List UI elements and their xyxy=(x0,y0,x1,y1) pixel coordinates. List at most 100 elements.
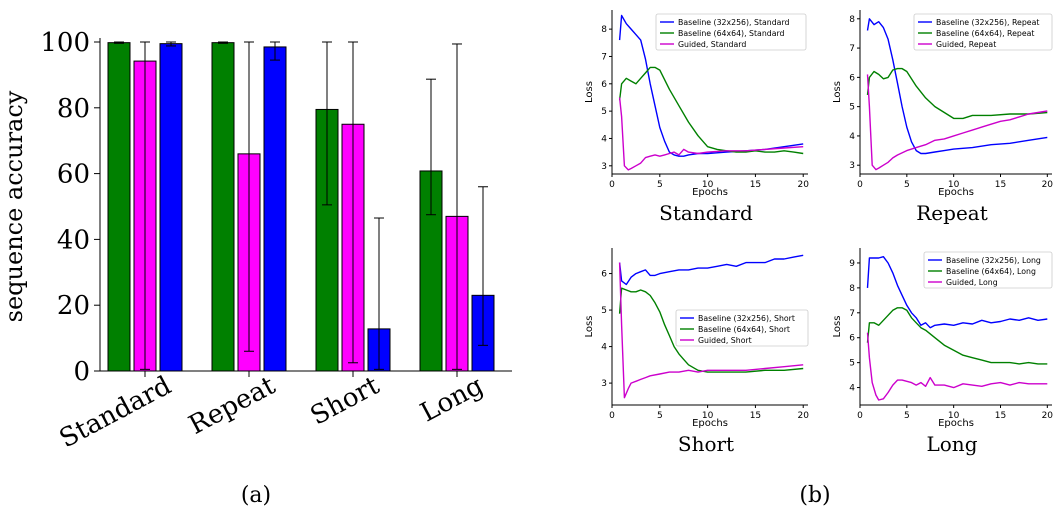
legend-box xyxy=(913,13,1053,51)
x-tick-label: Repeat xyxy=(184,370,281,440)
legend-entry: Guided, Repeat xyxy=(936,40,996,49)
x-tick-label: Short xyxy=(306,370,385,431)
panel-title: Standard xyxy=(659,201,753,225)
line-chart-short: 0 5 10 15 20 3 4 5 6 Epochs Loss Baseline (32x256),… xyxy=(584,248,809,456)
bar xyxy=(107,42,131,372)
x-tick-label: 0 xyxy=(609,411,615,421)
x-tick-label: 20 xyxy=(1042,180,1054,190)
y-tick-label: 4 xyxy=(601,343,607,353)
x-tick-label: 20 xyxy=(797,180,809,190)
legend-box xyxy=(655,13,807,51)
legend-entry: Guided, Standard xyxy=(678,40,746,49)
line-chart-repeat: 0 5 10 15 20 3 4 5 6 7 8 Epochs Loss Baseline (32x256… xyxy=(832,10,1053,225)
legend: Baseline (32x256), Standard Baseline (64x… xyxy=(655,13,807,51)
y-tick-label: 5 xyxy=(849,103,855,113)
x-tick-label: 10 xyxy=(702,180,714,190)
y-tick-label: 8 xyxy=(849,284,855,294)
y-tick-label: 80 xyxy=(57,94,90,124)
series-line xyxy=(866,332,1048,401)
series-line xyxy=(618,262,804,399)
y-tick-label: 4 xyxy=(601,134,607,144)
caption-b: (b) xyxy=(799,483,830,508)
series-line xyxy=(866,307,1048,365)
legend-box xyxy=(675,309,809,347)
y-axis-label: Loss xyxy=(832,316,843,338)
x-axis-label: Epochs xyxy=(692,187,728,198)
y-tick-label: 6 xyxy=(601,270,607,280)
x-axis-label: Epochs xyxy=(692,418,728,429)
x-tick-label: 0 xyxy=(609,180,615,190)
legend-entry: Baseline (64x64), Short xyxy=(698,325,790,334)
y-tick-label: 0 xyxy=(73,357,90,387)
legend: Baseline (32x256), Long Baseline (64x64),… xyxy=(923,251,1053,289)
legend-entry: Baseline (32x256), Repeat xyxy=(936,18,1039,27)
x-tick-label: 5 xyxy=(657,411,663,421)
y-tick-label: 3 xyxy=(601,379,607,389)
y-tick-label: 6 xyxy=(601,80,607,90)
legend: Baseline (32x256), Short Baseline (64x64)… xyxy=(675,309,809,347)
y-tick-label: 7 xyxy=(601,52,607,62)
y-tick-label: 60 xyxy=(57,160,90,190)
x-tick-label: 0 xyxy=(857,180,863,190)
x-tick-label: 5 xyxy=(904,411,910,421)
y-tick-label: 40 xyxy=(57,225,90,255)
y-tick-label: 9 xyxy=(849,259,855,269)
legend-entry: Baseline (64x64), Standard xyxy=(678,29,785,38)
y-tick-label: 8 xyxy=(849,15,855,25)
panel-title: Repeat xyxy=(916,201,988,225)
series-line xyxy=(618,254,804,286)
x-tick-label: 10 xyxy=(948,411,960,421)
x-tick-label: 15 xyxy=(750,411,761,421)
x-tick-label: 0 xyxy=(857,411,863,421)
y-axis-label: Loss xyxy=(832,81,843,103)
series-line xyxy=(866,256,1048,329)
x-tick-label: 10 xyxy=(702,411,714,421)
panel-title: Long xyxy=(926,432,977,456)
legend-entry: Baseline (32x256), Long xyxy=(946,256,1041,265)
y-axis-label: Loss xyxy=(584,316,595,338)
bar xyxy=(263,46,287,372)
y-tick-label: 3 xyxy=(601,162,607,172)
series-line xyxy=(866,18,1048,155)
y-tick-label: 5 xyxy=(601,107,607,117)
legend-entry: Baseline (32x256), Standard xyxy=(678,18,790,27)
series-line xyxy=(866,74,1048,171)
x-tick-label: 5 xyxy=(904,180,910,190)
x-tick-label: 20 xyxy=(1042,411,1054,421)
legend-entry: Baseline (64x64), Long xyxy=(946,267,1036,276)
y-tick-label: 6 xyxy=(849,334,855,344)
y-axis-label: Loss xyxy=(584,81,595,103)
x-tick-label: Long xyxy=(416,371,489,429)
x-tick-label: 15 xyxy=(995,180,1006,190)
series-line xyxy=(618,66,804,155)
series-line xyxy=(618,97,804,171)
panel-title: Short xyxy=(678,432,734,456)
bar xyxy=(159,43,183,372)
loss-line-charts: 0 5 10 15 20 3 4 5 6 7 8 Epochs Loss Baseline (32x256… xyxy=(584,10,1053,456)
y-tick-label: 100 xyxy=(40,28,90,58)
y-tick-label: 7 xyxy=(849,309,855,319)
bar xyxy=(211,42,235,372)
y-tick-label: 5 xyxy=(849,359,855,369)
y-tick-label: 20 xyxy=(57,291,90,321)
legend-entry: Guided, Long xyxy=(946,278,998,287)
line-chart-standard: 0 5 10 15 20 3 4 5 6 7 8 Epochs Loss Baseline (32x256… xyxy=(584,10,809,225)
x-tick-label: 15 xyxy=(995,411,1006,421)
series-line xyxy=(618,287,804,373)
series-line xyxy=(866,67,1048,120)
y-tick-label: 5 xyxy=(601,306,607,316)
x-axis-label: Epochs xyxy=(938,418,974,429)
y-tick-label: 4 xyxy=(849,384,855,394)
y-tick-label: 4 xyxy=(849,132,855,142)
line-chart-long: 0 5 10 15 20 4 5 6 7 8 9 Epochs Loss Baseline (32x256… xyxy=(832,248,1053,456)
y-tick-label: 3 xyxy=(849,161,855,171)
y-axis-label: sequence accuracy xyxy=(0,90,28,322)
x-axis-label: Epochs xyxy=(938,187,974,198)
x-tick-label: 5 xyxy=(657,180,663,190)
legend-entry: Guided, Short xyxy=(698,336,752,345)
y-tick-label: 7 xyxy=(849,44,855,54)
legend-box xyxy=(923,251,1053,289)
